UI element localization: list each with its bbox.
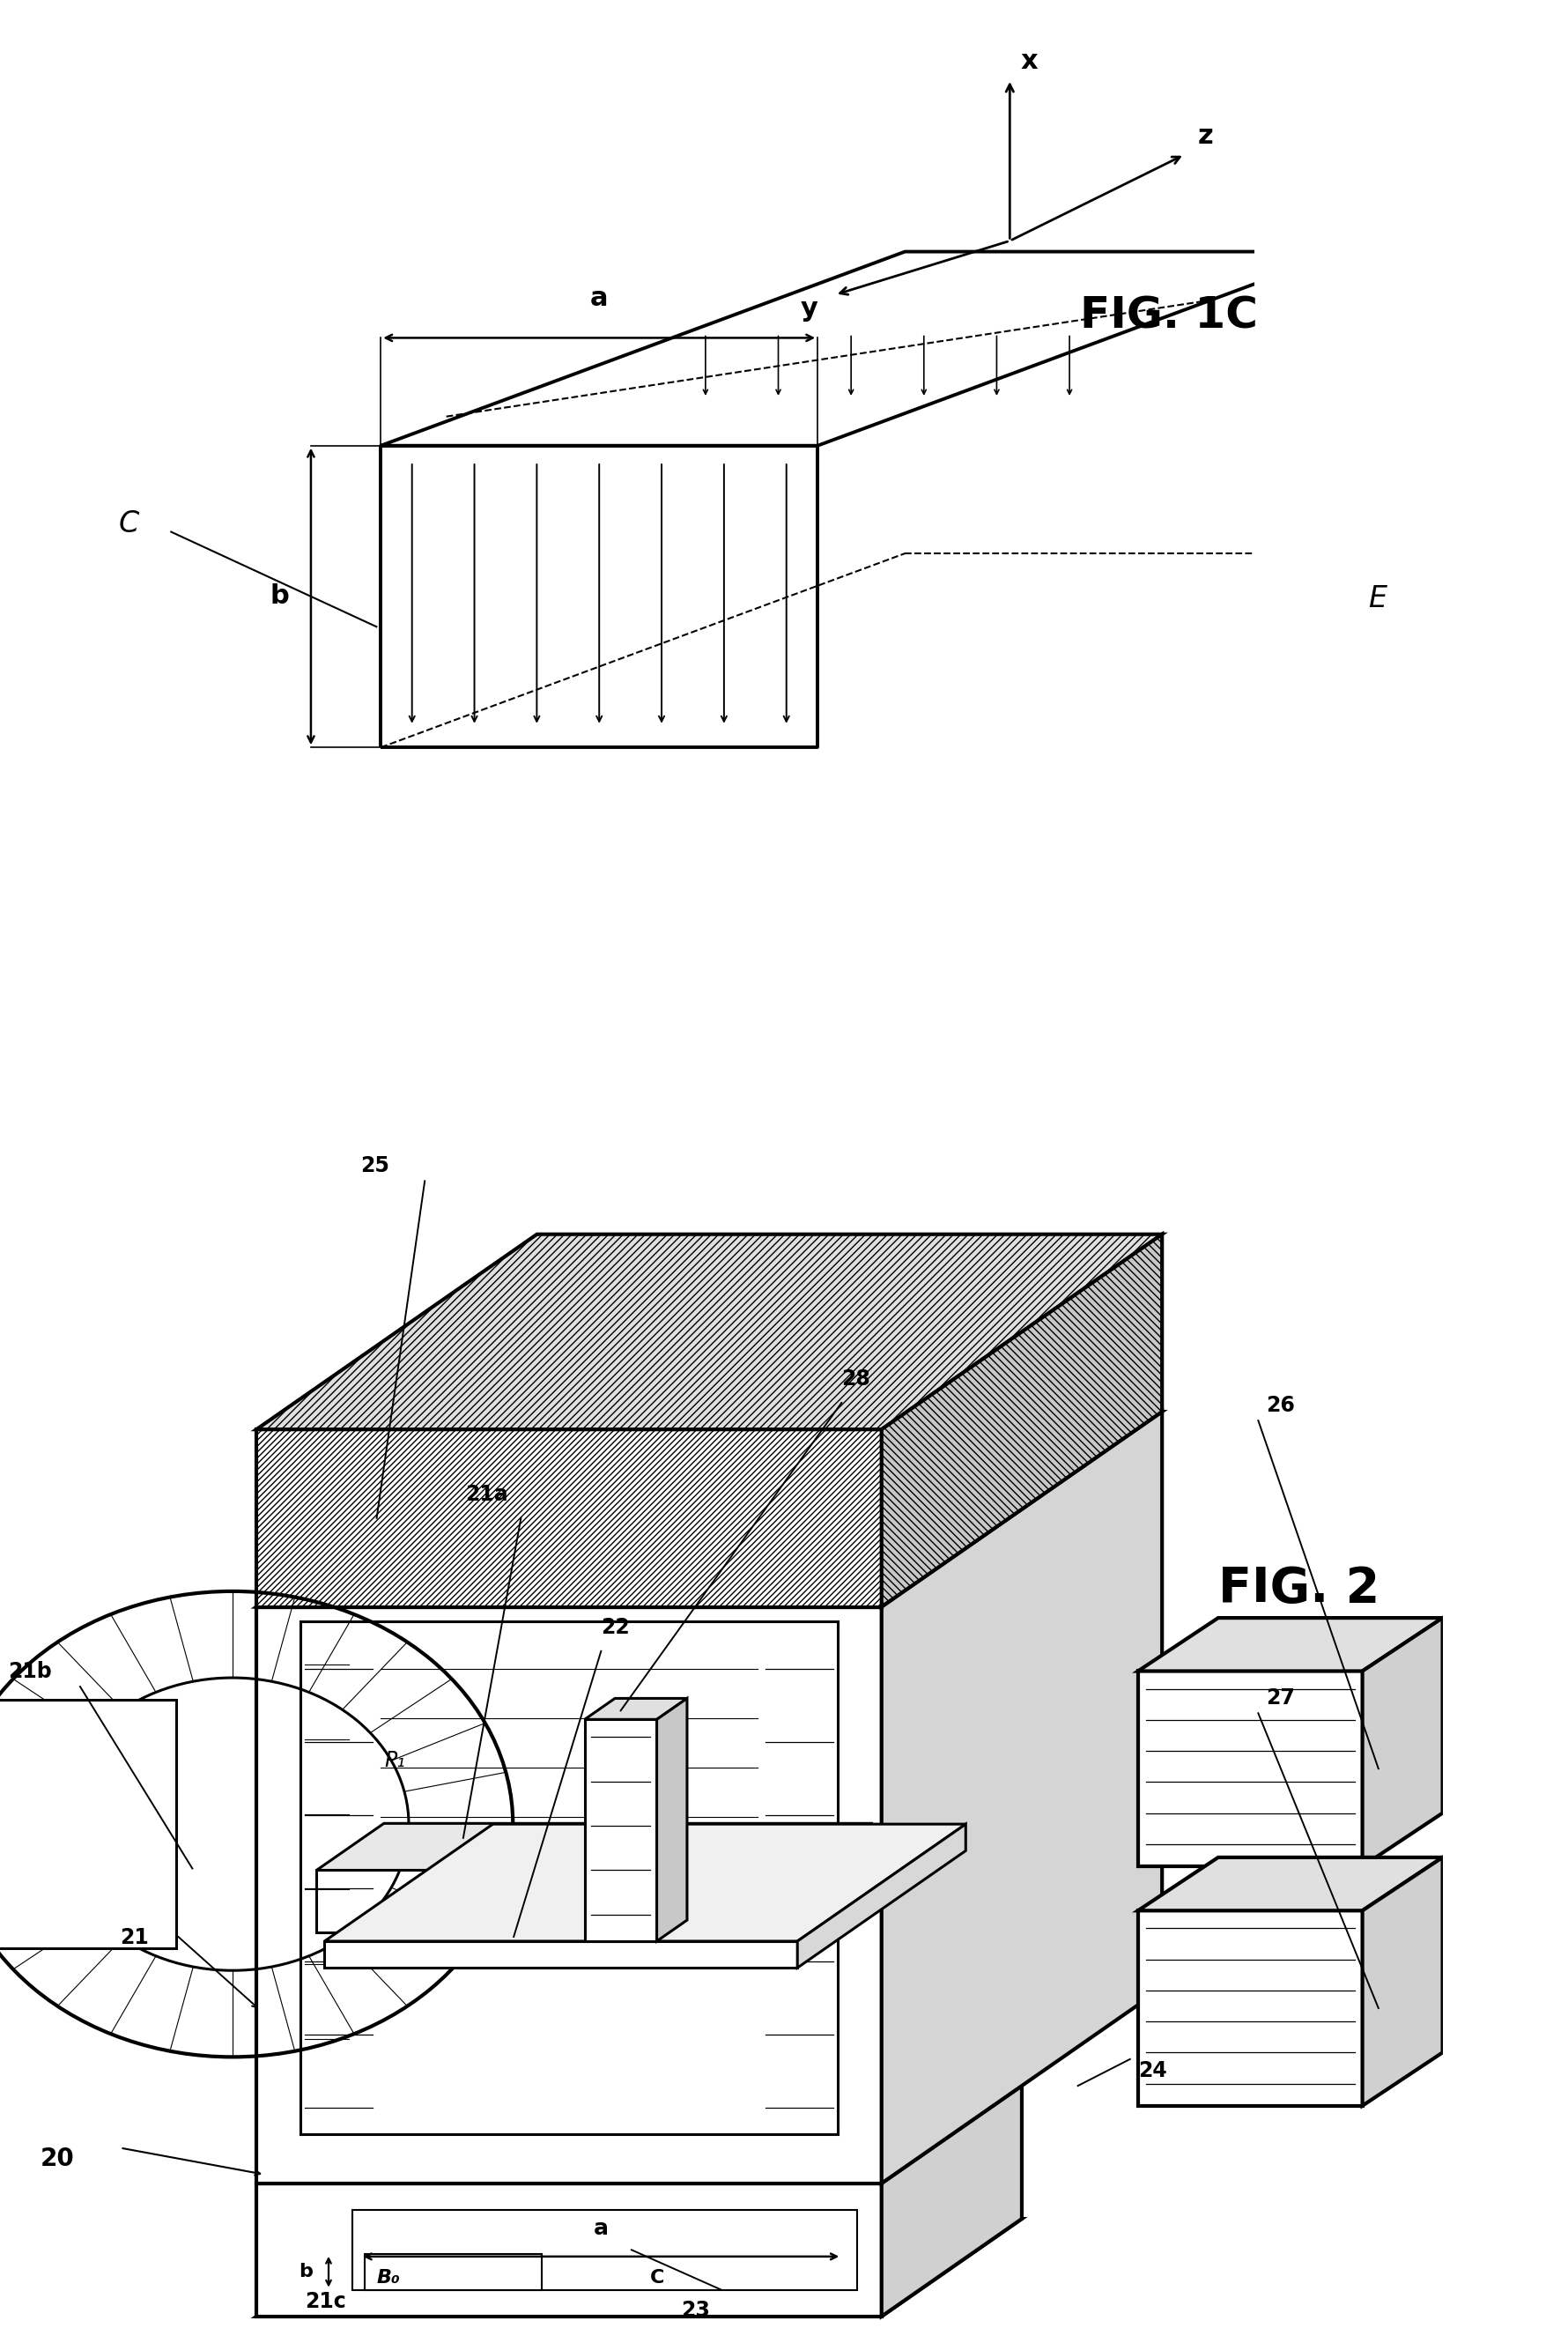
Text: E: E [1367, 583, 1386, 614]
Text: 20: 20 [41, 2146, 74, 2172]
Polygon shape [1363, 1858, 1443, 2106]
Text: 21b: 21b [8, 1661, 52, 1682]
Polygon shape [325, 1942, 798, 1968]
Polygon shape [1138, 1619, 1443, 1671]
Text: x: x [1021, 49, 1038, 73]
Text: z: z [1198, 124, 1214, 150]
Text: FIG. 2: FIG. 2 [1218, 1565, 1380, 1612]
Polygon shape [881, 2085, 1022, 2317]
Bar [365, 2254, 541, 2289]
Text: C: C [119, 508, 140, 539]
Text: 21: 21 [121, 1926, 149, 1949]
Text: a: a [590, 286, 608, 312]
Text: 21c: 21c [304, 2291, 345, 2313]
Polygon shape [257, 1429, 881, 1607]
Polygon shape [1363, 1619, 1443, 1867]
Polygon shape [257, 1410, 1162, 1607]
Text: y: y [800, 295, 817, 321]
Polygon shape [798, 1825, 966, 1968]
Text: 22: 22 [601, 1617, 630, 1638]
Text: b: b [270, 583, 289, 609]
Polygon shape [317, 1823, 873, 1870]
Text: 23: 23 [681, 2298, 710, 2322]
Polygon shape [881, 1410, 1162, 2184]
Polygon shape [1138, 1910, 1363, 2106]
Polygon shape [257, 2219, 1022, 2317]
Text: FIG. 1C: FIG. 1C [1080, 295, 1258, 337]
Bar [353, 2209, 858, 2289]
Bar [0, 1701, 176, 1949]
Polygon shape [1138, 1858, 1443, 1910]
Polygon shape [257, 1235, 1162, 1429]
Text: b: b [298, 2263, 312, 2280]
Text: P₁: P₁ [384, 1750, 406, 1771]
Text: 27: 27 [1267, 1687, 1295, 1708]
Text: 25: 25 [361, 1155, 389, 1176]
Polygon shape [1138, 1671, 1363, 1867]
Polygon shape [881, 1235, 1162, 1607]
Polygon shape [657, 1699, 687, 1942]
Polygon shape [325, 1825, 966, 1942]
Polygon shape [585, 1699, 687, 1720]
Polygon shape [257, 1607, 881, 2184]
Text: a: a [594, 2216, 608, 2240]
Text: 28: 28 [842, 1368, 870, 1389]
Text: B₀: B₀ [376, 2268, 400, 2287]
Polygon shape [585, 1720, 657, 1942]
Text: 21a: 21a [464, 1483, 508, 1504]
Text: 24: 24 [1138, 2059, 1167, 2081]
Text: C: C [651, 2268, 665, 2287]
Polygon shape [257, 2184, 881, 2317]
Text: 26: 26 [1267, 1394, 1295, 1415]
